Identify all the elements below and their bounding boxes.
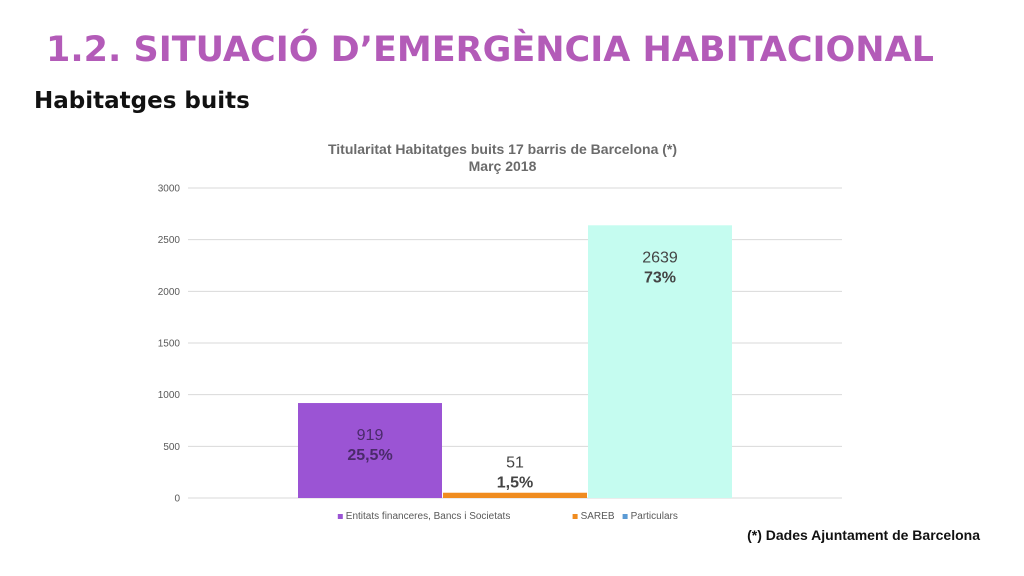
y-tick-label: 3000	[158, 184, 181, 195]
slide-title: 1.2. SITUACIÓ D’EMERGÈNCIA HABITACIONAL	[46, 30, 934, 70]
slide-subtitle: Habitatges buits	[34, 88, 250, 114]
footnote: (*) Dades Ajuntament de Barcelona	[747, 527, 980, 543]
y-axis-ticks: 0 500 1000 1500 2000 2500 3000	[158, 184, 181, 505]
percent-label: 73%	[644, 269, 676, 286]
legend-swatch	[337, 514, 343, 519]
value-label: 51	[506, 455, 524, 472]
y-tick-label: 1500	[158, 339, 181, 350]
percent-label: 25,5%	[347, 447, 392, 464]
value-label: 919	[357, 427, 384, 444]
legend-label: SAREB	[581, 511, 615, 522]
y-tick-label: 2000	[158, 287, 181, 298]
legend-item: Entitats financeres, Bancs i Societats	[337, 511, 511, 522]
bar	[588, 225, 732, 498]
legend-swatch	[622, 514, 628, 519]
legend-label: Particulars	[631, 511, 678, 522]
legend: Entitats financeres, Bancs i Societats SA…	[337, 511, 678, 522]
chart-title: Titularitat Habitatges buits 17 barris d…	[327, 141, 678, 157]
y-tick-label: 500	[163, 442, 180, 453]
value-label: 2639	[642, 249, 678, 266]
bar	[298, 403, 442, 498]
legend-item: Particulars	[622, 511, 678, 522]
chart-subtitle: Març 2018	[468, 158, 537, 174]
y-tick-label: 2500	[158, 235, 181, 246]
percent-label: 1,5%	[497, 475, 533, 492]
bar	[443, 492, 587, 498]
bars	[298, 225, 732, 498]
chart-title-block: Titularitat Habitatges buits 17 barris d…	[200, 141, 805, 175]
y-tick-label: 0	[174, 494, 180, 505]
legend-item: SAREB	[572, 511, 615, 522]
gridlines	[188, 187, 842, 499]
y-tick-label: 1000	[158, 390, 181, 401]
legend-swatch	[572, 514, 578, 519]
data-labels: 919 25,5% 51 1,5% 2639 73%	[347, 249, 678, 491]
legend-label: Entitats financeres, Bancs i Societats	[346, 511, 511, 522]
